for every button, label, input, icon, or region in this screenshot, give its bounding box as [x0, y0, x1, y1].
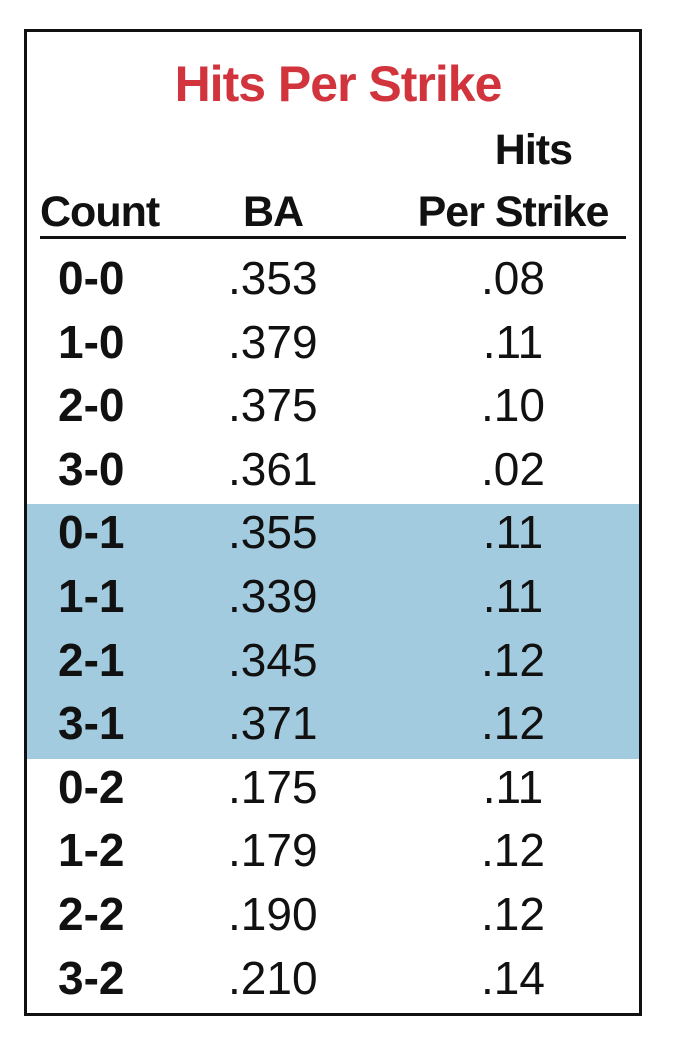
- count-cell: 0-0: [58, 252, 125, 304]
- header-rule: [40, 236, 626, 239]
- ba-cell: .361: [228, 442, 318, 495]
- ba-cell: .190: [228, 888, 318, 940]
- ba-cell: .353: [228, 252, 318, 304]
- count-cell: 3-0: [58, 442, 125, 495]
- hps-cell: .11: [482, 570, 544, 622]
- hps-cell: .11: [482, 506, 544, 559]
- ba-cell: .210: [228, 951, 318, 1004]
- table-title: Hits Per Strike: [174, 56, 503, 112]
- count-cell: 0-1: [58, 506, 125, 559]
- hps-cell: .11: [482, 315, 544, 368]
- count-cell: 1-1: [58, 570, 125, 622]
- table-frame: [24, 29, 642, 1016]
- hps-cell: .11: [482, 760, 544, 813]
- count-cell: 0-2: [58, 760, 125, 813]
- column-header: Per Strike: [417, 188, 610, 236]
- ba-cell: .375: [228, 379, 318, 432]
- ba-cell: .379: [228, 315, 318, 368]
- count-cell: 1-0: [58, 315, 125, 368]
- ba-cell: .339: [228, 570, 318, 622]
- count-cell: 2-2: [58, 888, 125, 940]
- count-cell: 2-1: [58, 633, 125, 686]
- column-header: BA: [243, 188, 304, 236]
- hps-cell: .10: [481, 379, 545, 432]
- hps-cell: .02: [481, 442, 545, 495]
- ba-cell: .355: [228, 506, 318, 559]
- count-cell: 1-2: [58, 824, 125, 877]
- count-cell: 3-2: [58, 951, 125, 1004]
- count-cell: 2-0: [58, 379, 125, 432]
- column-header: Count: [40, 188, 160, 236]
- highlight-band: [27, 504, 639, 759]
- ba-cell: .371: [228, 697, 318, 750]
- column-header: Hits: [494, 126, 573, 174]
- ba-cell: .175: [228, 760, 318, 813]
- ba-cell: .179: [228, 824, 318, 877]
- count-cell: 3-1: [58, 697, 125, 750]
- hps-cell: .14: [481, 951, 545, 1004]
- hps-cell: .12: [481, 633, 545, 686]
- hps-cell: .12: [481, 697, 545, 750]
- hps-cell: .12: [481, 824, 545, 877]
- hps-cell: .12: [481, 888, 545, 940]
- hps-cell: .08: [481, 252, 545, 304]
- ba-cell: .345: [228, 633, 318, 686]
